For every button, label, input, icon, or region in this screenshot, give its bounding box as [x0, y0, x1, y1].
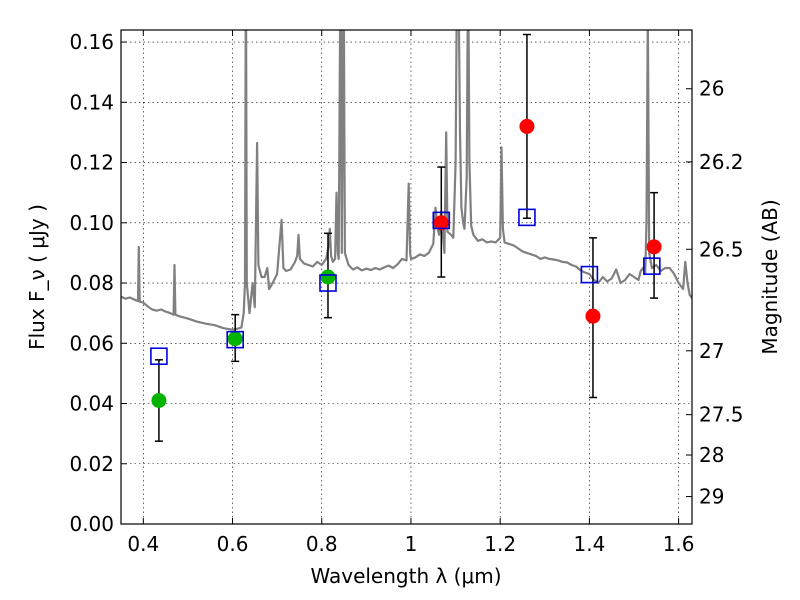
green-data-point — [227, 331, 243, 347]
y-tick-label: 0.06 — [69, 331, 114, 355]
x-tick-label: 1 — [405, 532, 418, 556]
x-tick-label: 1.2 — [484, 532, 516, 556]
marker-layer — [150, 33, 662, 442]
y-tick-label: 0.12 — [69, 151, 114, 175]
y2-tick-label: 26.5 — [699, 237, 744, 261]
red-data-point — [519, 118, 535, 134]
x-tick-label: 1.4 — [573, 532, 605, 556]
model-box — [518, 208, 536, 227]
model-box — [580, 265, 599, 284]
model-box — [643, 257, 661, 275]
y2-tick-label: 27.5 — [699, 403, 744, 427]
plot-frame — [120, 29, 693, 525]
y2-tick-label: 26.2 — [699, 150, 744, 174]
model-box — [150, 347, 168, 366]
spectrum-line — [121, 30, 692, 331]
x-tick-label: 0.8 — [306, 532, 338, 556]
y-tick-label: 0.08 — [69, 271, 114, 295]
y-tick-label: 0.14 — [69, 90, 114, 114]
y2-tick-label: 29 — [699, 485, 724, 509]
y-tick-label: 0.02 — [69, 452, 114, 476]
y2-tick-label: 27 — [699, 339, 724, 363]
model-box — [432, 211, 451, 230]
x-axis-title: Wavelength λ (μm) — [310, 564, 501, 588]
y-tick-label: 0.00 — [69, 512, 114, 536]
y-tick-label: 0.16 — [69, 30, 114, 54]
plot-background — [121, 30, 692, 524]
x-tick-label: 0.6 — [217, 532, 249, 556]
red-data-point — [433, 215, 449, 231]
red-data-point — [585, 308, 601, 324]
y-tick-label: 0.04 — [69, 392, 114, 416]
y-tick-label: 0.10 — [69, 211, 114, 235]
x-tick-label: 0.4 — [127, 532, 159, 556]
red-data-point — [646, 239, 662, 255]
green-data-point — [320, 269, 336, 285]
spectrum-layer — [121, 30, 692, 331]
x-tick-label: 1.6 — [663, 532, 695, 556]
y2-tick-label: 26 — [699, 77, 724, 101]
grid — [121, 30, 692, 524]
y-axis-title: Flux F_ν ( μJy ) — [25, 204, 49, 350]
y2-tick-label: 28 — [699, 443, 724, 467]
tick-layer: 0.4 0.6 0.8 1 1.2 1.4 1.6 0.00 0.02 0.04 0.06 0.08 0… — [69, 30, 744, 556]
model-box — [319, 274, 337, 292]
model-box — [226, 330, 244, 349]
y2-axis-title: Magnitude (AB) — [758, 199, 782, 354]
green-data-point — [151, 393, 167, 408]
